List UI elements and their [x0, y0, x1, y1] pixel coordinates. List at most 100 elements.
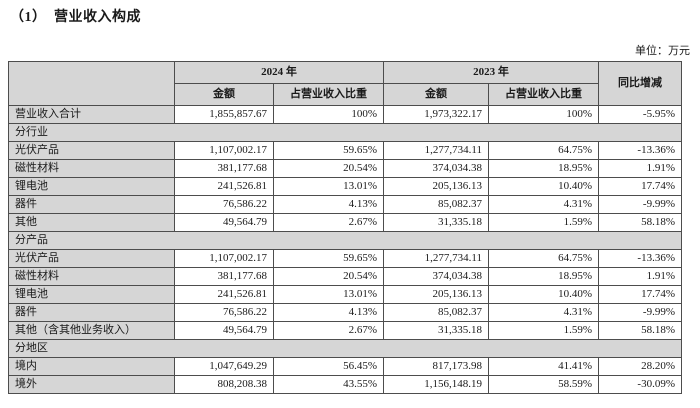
row-label: 磁性材料 — [8, 159, 175, 178]
ratio-2023-cell: 4.31% — [488, 303, 599, 322]
amount-2024-cell: 808,208.38 — [174, 375, 274, 394]
ratio-2023-cell: 41.41% — [488, 357, 599, 376]
header-ratio-2023: 占营业收入比重 — [488, 83, 599, 106]
ratio-2024-cell: 13.01% — [273, 285, 384, 304]
row-label: 器件 — [8, 303, 175, 322]
unit-label: 单位：万元 — [635, 45, 690, 57]
ratio-2024-cell: 20.54% — [273, 267, 384, 286]
ratio-2023-cell: 64.75% — [488, 249, 599, 268]
ratio-2024-cell: 59.65% — [273, 249, 384, 268]
header-year-2023: 2023 年 — [383, 61, 599, 84]
header-amount-2023: 金额 — [383, 83, 489, 106]
amount-2023-cell: 31,335.18 — [383, 213, 489, 232]
ratio-2024-cell: 43.55% — [273, 375, 384, 394]
table-row: 磁性材料 381,177.68 20.54% 374,034.38 18.95% 1.91… — [8, 159, 682, 178]
amount-2023-cell: 205,136.13 — [383, 177, 489, 196]
table-row: 锂电池 241,526.81 13.01% 205,136.13 10.40% 17.74… — [8, 177, 682, 196]
yoy-change-cell: 58.18% — [598, 213, 682, 232]
section-label: 分行业 — [8, 123, 682, 142]
section-row: 分地区 — [8, 339, 682, 358]
amount-2024-cell: 1,107,002.17 — [174, 141, 274, 160]
amount-2023-cell: 31,335.18 — [383, 321, 489, 340]
row-label: 锂电池 — [8, 285, 175, 304]
row-label: 营业收入合计 — [8, 105, 175, 124]
amount-2024-cell: 241,526.81 — [174, 177, 274, 196]
ratio-2024-cell: 20.54% — [273, 159, 384, 178]
table-header: 2024 年 2023 年 同比增减 金额 占营业收入比重 金额 占营业收入比重 — [8, 61, 682, 106]
row-label: 光伏产品 — [8, 249, 175, 268]
amount-2023-cell: 85,082.37 — [383, 195, 489, 214]
table-body: 营业收入合计 1,855,857.67 100% 1,973,322.17 100% -5… — [8, 105, 682, 394]
amount-2023-cell: 1,973,322.17 — [383, 105, 489, 124]
table-row: 锂电池 241,526.81 13.01% 205,136.13 10.40% 17.74… — [8, 285, 682, 304]
ratio-2024-cell: 2.67% — [273, 213, 384, 232]
yoy-change-cell: -9.99% — [598, 303, 682, 322]
table-row: 境外 808,208.38 43.55% 1,156,148.19 58.59% -30.… — [8, 375, 682, 394]
ratio-2024-cell: 13.01% — [273, 177, 384, 196]
section-label: 分产品 — [8, 231, 682, 250]
ratio-2023-cell: 10.40% — [488, 285, 599, 304]
amount-2023-cell: 817,173.98 — [383, 357, 489, 376]
yoy-change-cell: 58.18% — [598, 321, 682, 340]
header-blank-cell — [8, 61, 175, 106]
header-year-2024: 2024 年 — [174, 61, 384, 84]
yoy-change-cell: 28.20% — [598, 357, 682, 376]
yoy-change-cell: 17.74% — [598, 177, 682, 196]
row-label: 锂电池 — [8, 177, 175, 196]
ratio-2023-cell: 4.31% — [488, 195, 599, 214]
amount-2024-cell: 49,564.79 — [174, 213, 274, 232]
amount-2024-cell: 241,526.81 — [174, 285, 274, 304]
yoy-change-cell: 17.74% — [598, 285, 682, 304]
page-title: （1） 营业收入构成 — [10, 10, 141, 25]
amount-2023-cell: 85,082.37 — [383, 303, 489, 322]
row-label: 境内 — [8, 357, 175, 376]
ratio-2023-cell: 100% — [488, 105, 599, 124]
section-label: 分地区 — [8, 339, 682, 358]
amount-2023-cell: 374,034.38 — [383, 267, 489, 286]
yoy-change-cell: -9.99% — [598, 195, 682, 214]
ratio-2024-cell: 59.65% — [273, 141, 384, 160]
ratio-2023-cell: 1.59% — [488, 213, 599, 232]
table-row: 其他 49,564.79 2.67% 31,335.18 1.59% 58.18% — [8, 213, 682, 232]
header-yoy-change: 同比增减 — [598, 61, 682, 106]
header-amount-2024: 金额 — [174, 83, 274, 106]
ratio-2023-cell: 64.75% — [488, 141, 599, 160]
ratio-2023-cell: 18.95% — [488, 267, 599, 286]
row-label: 磁性材料 — [8, 267, 175, 286]
ratio-2024-cell: 4.13% — [273, 303, 384, 322]
amount-2024-cell: 1,047,649.29 — [174, 357, 274, 376]
yoy-change-cell: -5.95% — [598, 105, 682, 124]
table-row: 光伏产品 1,107,002.17 59.65% 1,277,734.11 64.75%… — [8, 249, 682, 268]
table-row: 营业收入合计 1,855,857.67 100% 1,973,322.17 100% -5… — [8, 105, 682, 124]
ratio-2024-cell: 100% — [273, 105, 384, 124]
table-row: 境内 1,047,649.29 56.45% 817,173.98 41.41% 28.2… — [8, 357, 682, 376]
table-row: 其他（含其他业务收入） 49,564.79 2.67% 31,335.18 1.59% 5… — [8, 321, 682, 340]
header-ratio-2024: 占营业收入比重 — [273, 83, 384, 106]
yoy-change-cell: -30.09% — [598, 375, 682, 394]
row-label: 器件 — [8, 195, 175, 214]
revenue-composition-table: 2024 年 2023 年 同比增减 金额 占营业收入比重 金额 占营业收入比重… — [8, 61, 682, 394]
amount-2023-cell: 374,034.38 — [383, 159, 489, 178]
yoy-change-cell: 1.91% — [598, 159, 682, 178]
section-row: 分产品 — [8, 231, 682, 250]
yoy-change-cell: -13.36% — [598, 249, 682, 268]
ratio-2024-cell: 4.13% — [273, 195, 384, 214]
yoy-change-cell: -13.36% — [598, 141, 682, 160]
table-row: 器件 76,586.22 4.13% 85,082.37 4.31% -9.99% — [8, 195, 682, 214]
ratio-2024-cell: 56.45% — [273, 357, 384, 376]
ratio-2023-cell: 1.59% — [488, 321, 599, 340]
table-row: 器件 76,586.22 4.13% 85,082.37 4.31% -9.99% — [8, 303, 682, 322]
table-row: 磁性材料 381,177.68 20.54% 374,034.38 18.95% 1.91… — [8, 267, 682, 286]
amount-2024-cell: 1,855,857.67 — [174, 105, 274, 124]
row-label: 境外 — [8, 375, 175, 394]
amount-2024-cell: 1,107,002.17 — [174, 249, 274, 268]
yoy-change-cell: 1.91% — [598, 267, 682, 286]
amount-2023-cell: 1,277,734.11 — [383, 141, 489, 160]
row-label: 光伏产品 — [8, 141, 175, 160]
table-row: 光伏产品 1,107,002.17 59.65% 1,277,734.11 64.75%… — [8, 141, 682, 160]
row-label: 其他（含其他业务收入） — [8, 321, 175, 340]
section-row: 分行业 — [8, 123, 682, 142]
amount-2023-cell: 1,156,148.19 — [383, 375, 489, 394]
amount-2024-cell: 381,177.68 — [174, 159, 274, 178]
